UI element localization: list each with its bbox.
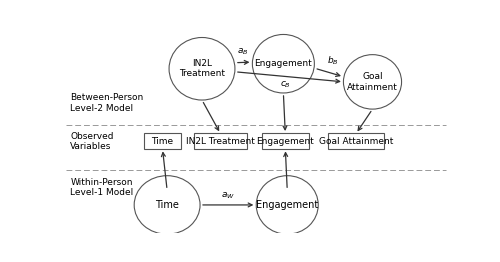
Text: IN2L
Treatment: IN2L Treatment	[179, 59, 225, 78]
Text: Time: Time	[151, 137, 174, 146]
Text: Engagement: Engagement	[256, 137, 314, 146]
Ellipse shape	[252, 35, 314, 93]
Text: Within-Person
Level-1 Model: Within-Person Level-1 Model	[70, 178, 134, 198]
Text: Goal
Attainment: Goal Attainment	[347, 72, 398, 92]
Text: $b_B$: $b_B$	[327, 55, 339, 67]
FancyBboxPatch shape	[194, 133, 246, 149]
Ellipse shape	[169, 37, 235, 100]
Text: $c_B$: $c_B$	[280, 80, 291, 90]
Text: Between-Person
Level-2 Model: Between-Person Level-2 Model	[70, 93, 144, 113]
Ellipse shape	[344, 55, 402, 109]
FancyBboxPatch shape	[328, 133, 384, 149]
Text: $a_B$: $a_B$	[238, 47, 249, 57]
Text: Engagement: Engagement	[256, 200, 318, 210]
Ellipse shape	[134, 176, 200, 234]
FancyBboxPatch shape	[262, 133, 308, 149]
Text: IN2L Treatment: IN2L Treatment	[186, 137, 255, 146]
Text: Goal Attainment: Goal Attainment	[319, 137, 393, 146]
Text: $a_W$: $a_W$	[221, 191, 235, 201]
Text: Time: Time	[155, 200, 179, 210]
FancyBboxPatch shape	[144, 133, 180, 149]
Text: Engagement: Engagement	[254, 59, 312, 68]
Text: Observed
Variables: Observed Variables	[70, 132, 114, 151]
Ellipse shape	[256, 176, 318, 234]
